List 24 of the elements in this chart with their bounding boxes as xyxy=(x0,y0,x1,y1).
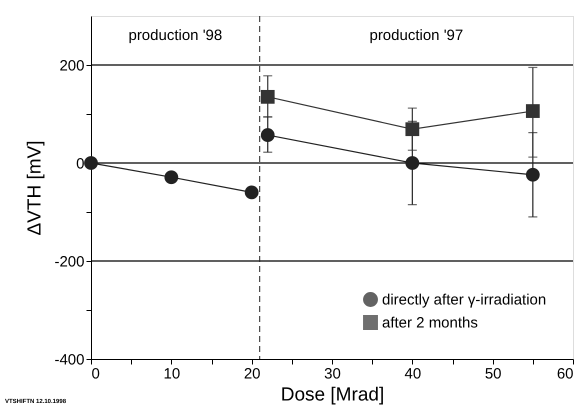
y-tick-label: 200 xyxy=(59,58,84,74)
legend-label: directly after γ-irradiation xyxy=(382,292,546,308)
y-tick-label: 0 xyxy=(76,156,84,172)
x-tick-label: 50 xyxy=(484,366,502,382)
x-axis-title: Dose [Mrad] xyxy=(280,384,384,406)
y-axis-title: ΔVTH [mV] xyxy=(24,140,46,236)
x-tick-label: 60 xyxy=(556,366,574,382)
point xyxy=(526,104,540,118)
point xyxy=(244,186,259,200)
y-tick-label: -200 xyxy=(54,254,84,270)
annotation: production '98 xyxy=(128,27,222,44)
x-tick-label: 40 xyxy=(404,366,422,382)
x-tick-label: 0 xyxy=(92,366,100,382)
x-tick-label: 30 xyxy=(324,366,341,382)
point xyxy=(260,90,275,104)
point xyxy=(405,156,420,170)
point xyxy=(260,128,275,142)
annotation: production '97 xyxy=(369,27,464,44)
legend-label: after 2 months xyxy=(382,314,478,332)
x-tick-label: 10 xyxy=(163,366,180,382)
y-tick-label: -400 xyxy=(54,352,84,368)
x-tick-label: 20 xyxy=(244,366,261,382)
point xyxy=(405,122,420,136)
point xyxy=(526,168,540,182)
